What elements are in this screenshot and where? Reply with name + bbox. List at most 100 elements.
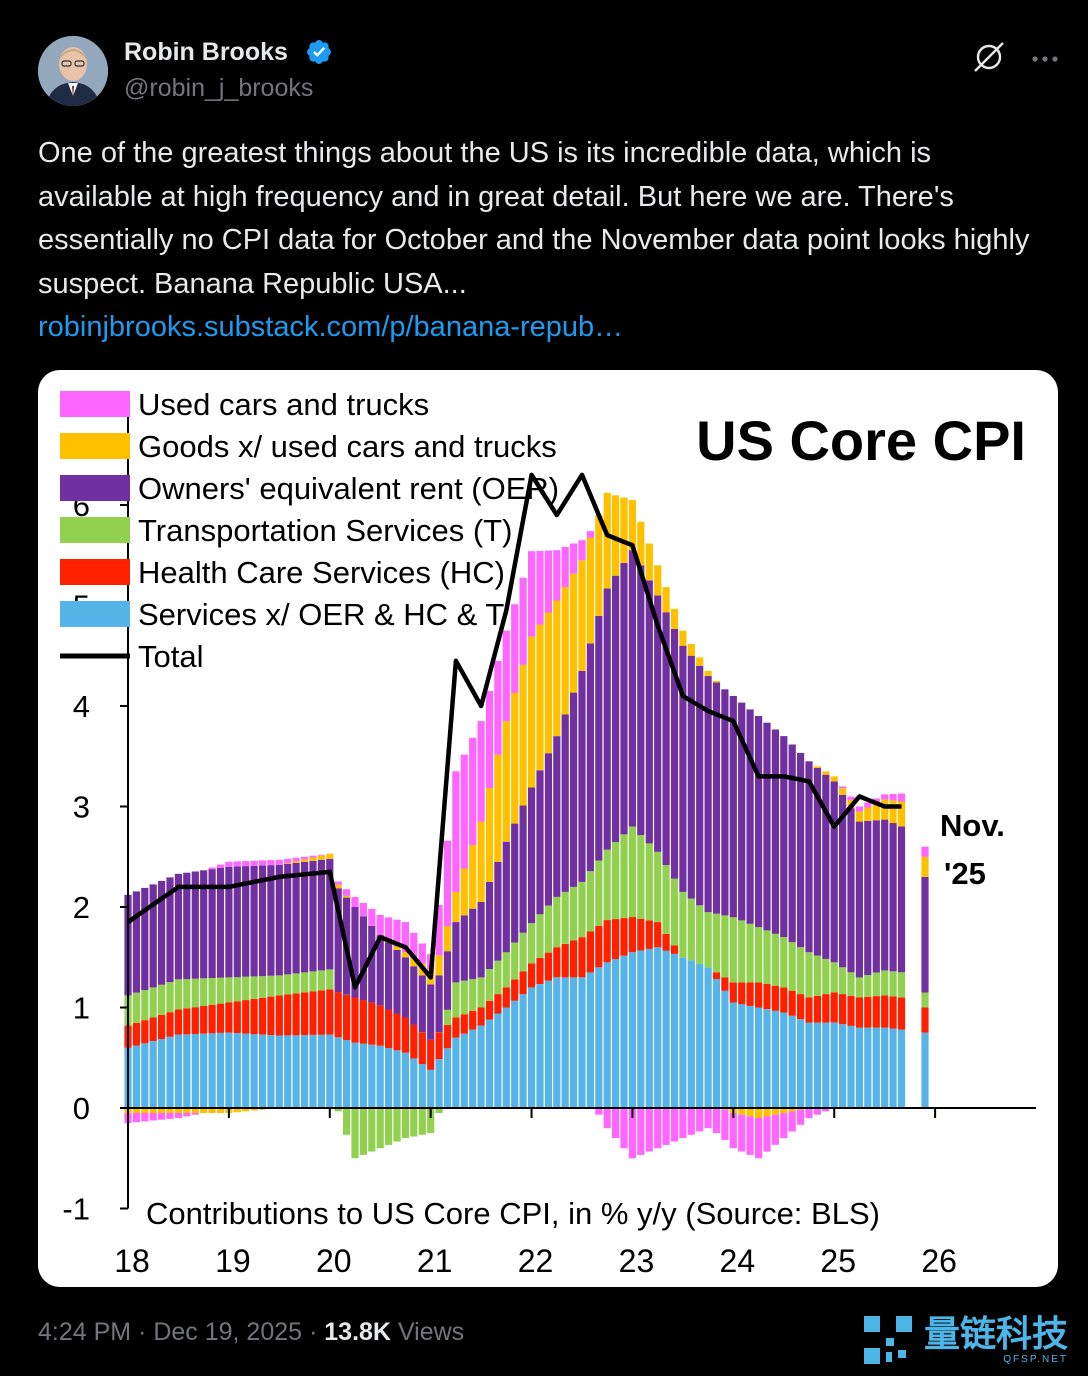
bar-oer bbox=[158, 880, 166, 985]
bar-oer bbox=[376, 935, 384, 1006]
bar-oer bbox=[317, 859, 325, 971]
bar-oer bbox=[401, 957, 409, 1018]
bar-transport bbox=[729, 917, 737, 983]
bar-transport bbox=[805, 952, 813, 998]
bar-health bbox=[292, 993, 300, 1036]
bar-transport bbox=[275, 975, 283, 996]
bar-health bbox=[477, 1007, 485, 1026]
bar-oer bbox=[670, 629, 679, 879]
bar-oer bbox=[301, 861, 309, 973]
watermark-brand: 量链科技 bbox=[923, 1313, 1068, 1355]
bar-goods bbox=[216, 1108, 225, 1113]
bar-goods bbox=[780, 1108, 788, 1113]
bar-used_cars bbox=[679, 1108, 687, 1139]
bar-services bbox=[805, 1022, 813, 1108]
bar-transport bbox=[292, 973, 300, 994]
bar-used_cars bbox=[662, 1108, 670, 1145]
bar-transport bbox=[628, 826, 636, 918]
bar-transport bbox=[317, 970, 325, 991]
bar-transport bbox=[746, 923, 754, 983]
bar-goods bbox=[881, 799, 889, 820]
bar-services bbox=[595, 967, 603, 1108]
tweet-media[interactable]: -101234567181920212223242526US Core CPIC… bbox=[38, 370, 1058, 1287]
bar-goods bbox=[738, 1108, 746, 1115]
views-count: 13.8K bbox=[324, 1318, 391, 1346]
bar-oer bbox=[921, 876, 929, 993]
bar-transport bbox=[216, 977, 225, 1004]
bar-services bbox=[275, 1035, 283, 1108]
grok-icon[interactable] bbox=[972, 40, 1006, 79]
y-tick-label: -1 bbox=[62, 1192, 90, 1227]
bar-health bbox=[897, 997, 906, 1030]
bar-services bbox=[729, 1002, 737, 1108]
bar-oer bbox=[250, 865, 258, 977]
bar-used_cars bbox=[158, 1113, 166, 1120]
watermark: 量链科技 QFSP.NET bbox=[860, 1312, 1068, 1368]
bar-oer bbox=[351, 907, 359, 998]
bar-transport bbox=[612, 842, 620, 919]
bar-oer bbox=[729, 696, 737, 918]
bar-goods bbox=[233, 1108, 241, 1113]
bar-used_cars bbox=[822, 1108, 830, 1112]
author-handle[interactable]: @robin_j_brooks bbox=[124, 74, 314, 102]
bar-services bbox=[233, 1033, 241, 1108]
bar-services bbox=[637, 950, 645, 1108]
bar-goods bbox=[771, 1108, 779, 1115]
bar-transport bbox=[242, 976, 250, 1001]
bar-services bbox=[301, 1035, 309, 1108]
bar-health bbox=[797, 994, 805, 1020]
bar-services bbox=[872, 1027, 880, 1108]
bar-used_cars bbox=[216, 864, 225, 868]
bar-health bbox=[586, 931, 594, 973]
x-tick-label: 22 bbox=[518, 1243, 554, 1279]
bar-oer bbox=[528, 787, 536, 924]
avatar[interactable] bbox=[38, 36, 108, 106]
bar-health bbox=[267, 996, 275, 1036]
bar-health bbox=[780, 987, 788, 1013]
bar-used_cars bbox=[351, 897, 359, 908]
x-tick-label: 19 bbox=[215, 1243, 251, 1279]
bar-services bbox=[351, 1042, 359, 1108]
bar-goods bbox=[544, 612, 552, 754]
bar-oer bbox=[620, 563, 628, 835]
bar-goods bbox=[855, 811, 863, 822]
bar-services bbox=[771, 1010, 779, 1108]
bar-used_cars bbox=[376, 915, 384, 936]
bar-services bbox=[738, 1004, 746, 1108]
bar-health bbox=[469, 1010, 477, 1030]
bar-health bbox=[284, 994, 292, 1036]
bar-services bbox=[267, 1035, 275, 1108]
bar-goods bbox=[763, 1108, 771, 1117]
bar-services bbox=[166, 1036, 174, 1108]
legend-swatch-services bbox=[60, 601, 130, 627]
bar-health bbox=[763, 984, 771, 1010]
bar-services bbox=[712, 979, 721, 1108]
bar-oer bbox=[578, 670, 586, 882]
bar-health bbox=[385, 1009, 393, 1048]
bar-transport bbox=[452, 982, 460, 1018]
bar-services bbox=[763, 1009, 771, 1108]
bar-oer bbox=[225, 866, 233, 978]
bar-goods bbox=[528, 636, 536, 788]
bar-health bbox=[502, 987, 510, 1008]
bar-goods bbox=[326, 853, 334, 859]
bar-used_cars bbox=[301, 856, 309, 860]
tweet-timestamp[interactable]: 4:24 PM · Dec 19, 2025 · bbox=[38, 1318, 318, 1346]
bar-goods bbox=[595, 515, 603, 616]
bar-services bbox=[687, 960, 695, 1108]
bar-goods bbox=[284, 862, 292, 864]
legend-label-transport: Transportation Services (T) bbox=[138, 513, 512, 548]
bar-health bbox=[427, 1039, 435, 1070]
bar-goods bbox=[317, 855, 325, 860]
tweet-link[interactable]: robinjbrooks.substack.com/p/banana-repub… bbox=[38, 311, 624, 343]
bar-transport bbox=[250, 976, 258, 999]
bar-used_cars bbox=[292, 857, 300, 862]
author-name[interactable]: Robin Brooks bbox=[124, 38, 288, 66]
bar-used_cars bbox=[225, 861, 233, 867]
legend-label-used_cars: Used cars and trucks bbox=[138, 387, 429, 422]
cpi-chart: -101234567181920212223242526US Core CPIC… bbox=[60, 387, 1036, 1279]
x-tick-label: 26 bbox=[921, 1243, 957, 1279]
more-icon[interactable] bbox=[1030, 51, 1060, 69]
bar-services bbox=[839, 1024, 847, 1108]
bar-transport bbox=[704, 912, 712, 968]
